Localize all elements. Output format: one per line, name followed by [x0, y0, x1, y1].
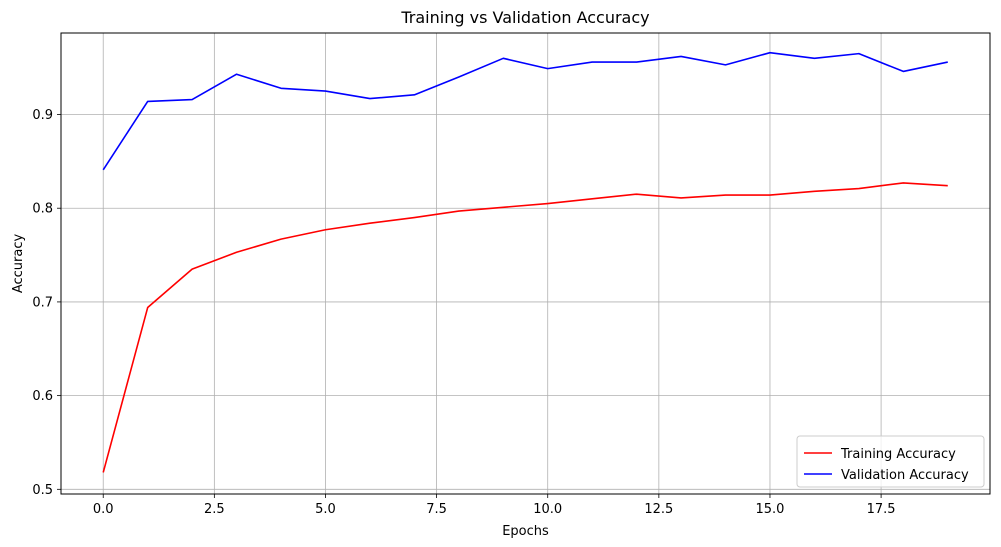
- series-line-training-accuracy: [102, 182, 948, 473]
- y-tick-label: 0.5: [32, 483, 53, 498]
- plot-frame: [60, 32, 991, 495]
- y-tick-label: 0.9: [32, 108, 53, 123]
- x-tick-label: 17.5: [867, 502, 896, 517]
- x-tick-label: 0.0: [93, 502, 114, 517]
- x-tick-label: 15.0: [755, 502, 784, 517]
- x-tick-label: 7.5: [426, 502, 447, 517]
- x-tick-label: 2.5: [204, 502, 225, 517]
- series-line-validation-accuracy: [102, 51, 948, 171]
- x-tick-label: 12.5: [644, 502, 673, 517]
- x-tick-label: 10.0: [533, 502, 562, 517]
- x-axis-label: Epochs: [502, 524, 549, 539]
- y-tick-label: 0.8: [32, 202, 53, 217]
- chart-title: Training vs Validation Accuracy: [400, 8, 649, 27]
- y-axis: 0.5 0.6 0.7 0.8 0.9: [32, 108, 61, 498]
- legend-label-training: Training Accuracy: [840, 447, 956, 462]
- y-tick-label: 0.7: [32, 295, 53, 310]
- grid: [61, 33, 990, 494]
- y-tick-label: 0.6: [32, 389, 53, 404]
- x-tick-label: 5.0: [315, 502, 336, 517]
- y-axis-label: Accuracy: [11, 234, 26, 294]
- legend: Training Accuracy Validation Accuracy: [796, 435, 985, 488]
- plot-series: [102, 51, 948, 473]
- legend-box: [796, 435, 985, 488]
- legend-label-validation: Validation Accuracy: [841, 468, 969, 483]
- x-axis: 0.0 2.5 5.0 7.5 10.0 12.5 15.0 17.5: [93, 494, 896, 517]
